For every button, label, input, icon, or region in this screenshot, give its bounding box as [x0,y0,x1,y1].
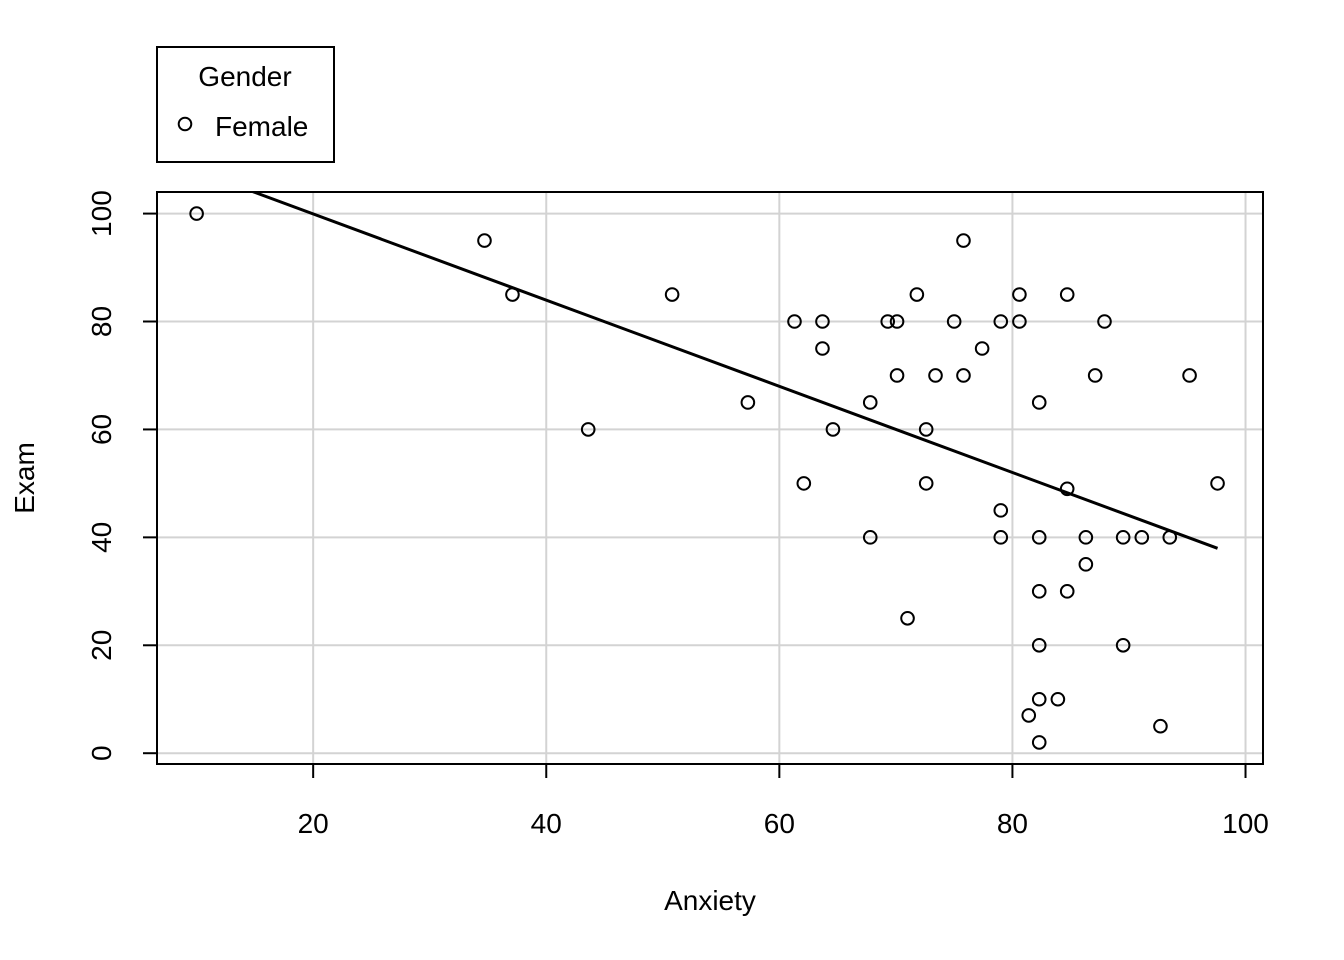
y-tick-label: 40 [86,522,117,553]
data-point [1078,530,1094,545]
data-point [1012,314,1027,329]
data-point [1059,287,1075,302]
data-point [1021,708,1037,723]
data-point [900,611,915,626]
data-point [993,530,1009,545]
x-tick-label: 80 [997,808,1028,839]
regression-line-group [249,192,1219,550]
data-point [956,233,971,248]
grid-lines [157,192,1263,764]
data-point [993,314,1009,329]
legend: Gender Female [156,46,335,163]
data-point [956,368,971,383]
data-point [918,422,934,437]
legend-marker-icon [177,116,193,132]
data-point [889,368,905,383]
data-point [862,530,878,545]
y-tick-label: 60 [86,414,117,445]
data-point [664,287,680,302]
data-point [740,395,756,410]
data-point [1050,691,1066,707]
data-point [1087,368,1103,383]
data-point [1031,637,1047,653]
data-point [1059,584,1075,599]
regression-line [249,192,1219,550]
legend-entry-female: Female [215,111,308,142]
data-point [580,422,596,437]
data-point [1182,368,1197,383]
data-point [946,314,962,329]
data-point [928,368,943,383]
data-point [880,314,896,329]
data-point [1031,395,1047,410]
legend-box [156,46,335,163]
data-point [477,233,492,248]
data-point [1097,314,1112,329]
data-point [815,341,830,356]
data-point [1031,530,1047,545]
plot-frame [156,191,1264,765]
y-tick-label: 100 [86,190,117,237]
data-point [825,422,841,437]
data-point [1078,557,1094,572]
x-axis: 20 40 60 80 100 [298,763,1269,839]
data-point [909,287,925,302]
data-point [1012,287,1027,302]
data-point [1059,481,1075,497]
data-points [189,206,1225,750]
x-tick-label: 100 [1222,808,1269,839]
y-tick-label: 20 [86,630,117,661]
data-point [1162,530,1178,545]
data-point [974,341,990,356]
y-axis-label: Exam [9,442,40,514]
data-point [815,314,830,329]
data-point [1115,530,1131,545]
legend-title: Gender [198,61,291,92]
data-point [505,287,520,302]
x-axis-label: Anxiety [664,885,756,916]
data-point [787,314,802,329]
x-tick-label: 40 [531,808,562,839]
data-point [1153,718,1168,734]
data-point [1210,476,1225,491]
data-point [889,314,905,329]
data-point [1031,691,1047,707]
data-point [862,395,878,410]
x-tick-label: 20 [298,808,329,839]
x-tick-label: 60 [764,808,795,839]
data-point [1115,637,1131,653]
data-point [1031,584,1047,599]
data-point [189,206,204,221]
y-axis: 0 20 40 60 80 100 [86,190,158,761]
data-point [1031,735,1047,750]
y-tick-label: 80 [86,306,117,337]
data-point [1134,530,1150,545]
data-point [918,476,934,491]
y-tick-label: 0 [86,745,117,761]
data-point [796,476,812,491]
data-point [993,503,1009,518]
